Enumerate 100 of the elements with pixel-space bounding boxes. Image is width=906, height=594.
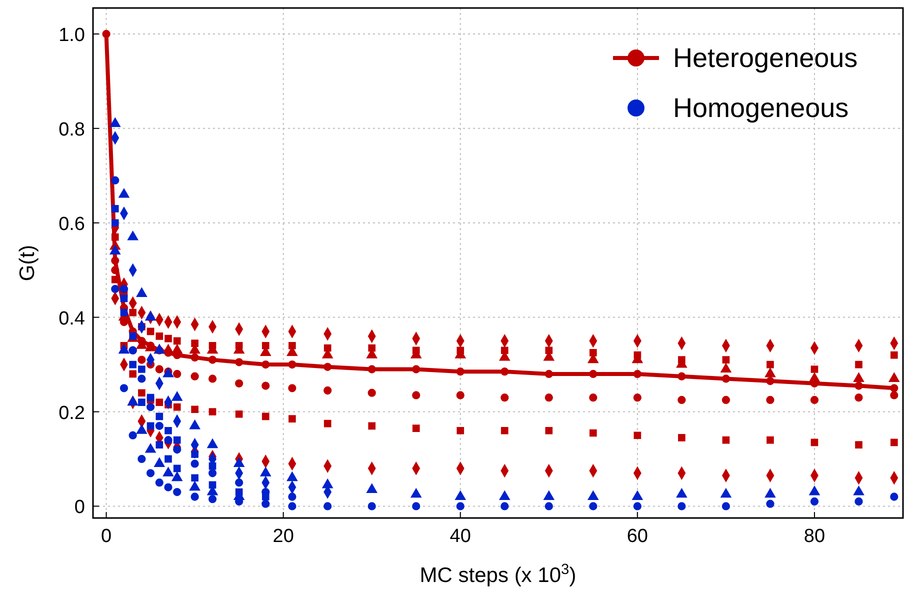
point — [262, 382, 270, 390]
point — [722, 502, 730, 510]
point — [764, 488, 776, 498]
point — [136, 288, 147, 297]
point — [156, 398, 164, 406]
point — [129, 360, 136, 368]
point — [324, 502, 332, 510]
point — [810, 497, 819, 506]
point — [676, 488, 687, 498]
point — [118, 188, 130, 198]
point — [262, 412, 270, 420]
point — [262, 360, 270, 369]
point — [368, 344, 376, 352]
point — [234, 458, 244, 467]
point — [138, 454, 146, 464]
point — [189, 420, 200, 430]
point — [260, 467, 271, 476]
point — [322, 478, 333, 488]
point — [146, 422, 154, 430]
y-tick-label: 1.0 — [58, 24, 85, 46]
point — [145, 443, 156, 453]
point — [456, 368, 464, 376]
y-axis-title: G(t) — [16, 244, 39, 282]
point — [172, 392, 182, 401]
point — [111, 176, 120, 184]
x-tick-label: 0 — [100, 526, 112, 547]
point — [111, 219, 119, 227]
point — [890, 351, 898, 359]
point — [890, 391, 898, 400]
y-tick-label: 0.2 — [58, 402, 85, 424]
point — [156, 332, 164, 340]
point — [207, 438, 218, 448]
point — [235, 410, 243, 418]
point — [164, 436, 172, 444]
point — [111, 233, 119, 241]
point — [545, 346, 553, 354]
y-tick-label: 0 — [74, 497, 85, 518]
point — [288, 384, 296, 392]
point — [366, 484, 378, 493]
point — [456, 426, 464, 434]
point — [102, 30, 110, 38]
point — [500, 394, 509, 402]
point — [110, 245, 120, 254]
point — [678, 396, 686, 404]
point — [722, 374, 730, 383]
point — [678, 434, 686, 442]
point — [173, 403, 181, 411]
point — [129, 308, 136, 316]
point — [191, 474, 198, 482]
point — [500, 502, 509, 510]
point — [888, 372, 900, 382]
point — [146, 469, 155, 478]
point — [890, 438, 898, 446]
x-tick-label: 60 — [626, 526, 648, 547]
point — [324, 362, 332, 371]
point — [128, 431, 137, 440]
point — [208, 469, 217, 478]
point — [173, 370, 182, 378]
point — [235, 379, 244, 388]
point — [810, 366, 818, 373]
point — [120, 384, 128, 392]
x-tick-label: 80 — [804, 526, 826, 547]
point — [138, 356, 146, 364]
point — [588, 490, 598, 500]
point — [633, 502, 642, 510]
point — [145, 311, 156, 321]
point — [262, 500, 270, 508]
point — [189, 481, 200, 491]
point — [155, 365, 164, 374]
point — [128, 230, 138, 240]
point — [190, 353, 199, 362]
point — [766, 376, 774, 386]
point — [235, 478, 244, 487]
point — [208, 495, 217, 504]
point — [288, 492, 296, 501]
point — [766, 500, 774, 508]
y-tick-label: 0.8 — [58, 119, 85, 140]
point — [138, 336, 146, 345]
point — [589, 370, 598, 378]
point — [208, 462, 216, 470]
point — [208, 481, 216, 489]
point — [111, 256, 120, 265]
point — [191, 406, 198, 414]
point — [722, 396, 730, 404]
point — [324, 386, 332, 395]
point — [191, 340, 198, 347]
point — [173, 436, 181, 444]
point — [173, 464, 181, 472]
x-axis-title: MC steps (x 10$^{3}$) — [420, 562, 576, 587]
point — [190, 372, 199, 380]
y-tick-label: 0.4 — [58, 308, 86, 330]
point — [810, 396, 819, 404]
point — [368, 422, 376, 430]
point — [235, 358, 244, 366]
point — [154, 458, 165, 467]
legend-label: Heterogeneous — [673, 43, 858, 73]
point — [678, 372, 686, 380]
point — [208, 356, 217, 364]
point — [809, 486, 820, 496]
point — [410, 488, 422, 498]
